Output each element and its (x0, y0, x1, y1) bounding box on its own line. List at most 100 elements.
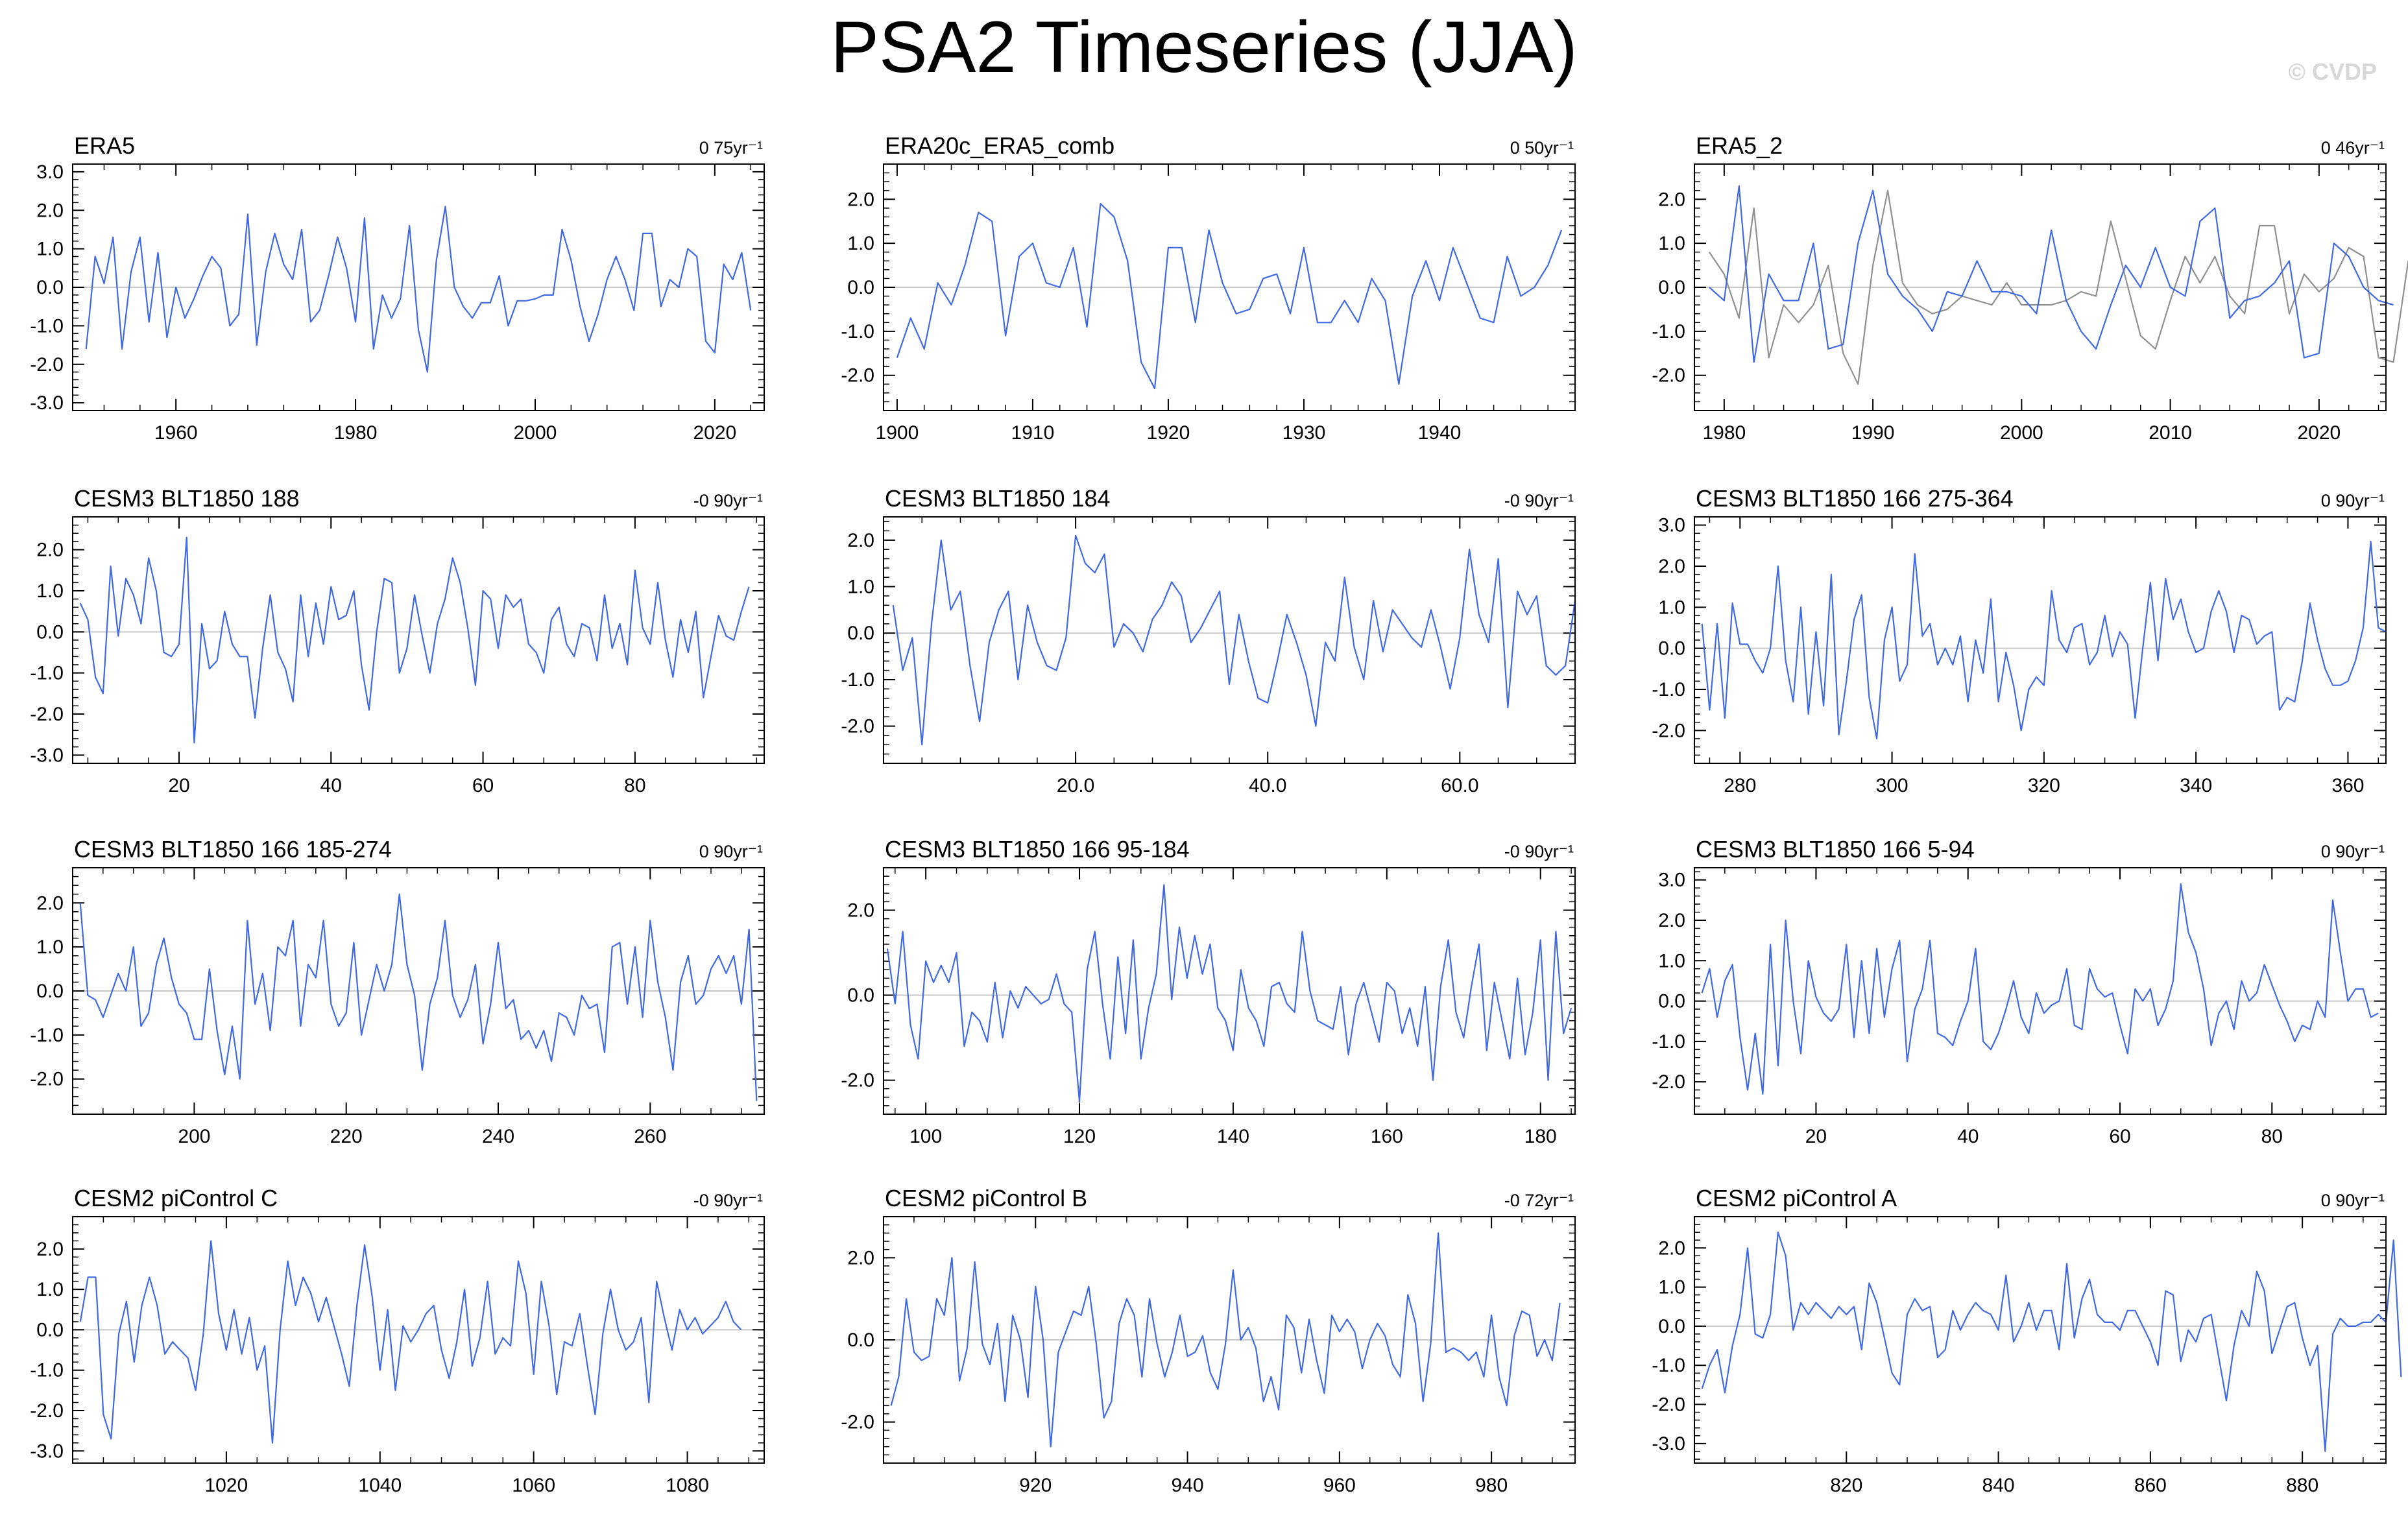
x-tick-label: 2020 (693, 422, 736, 444)
panel-title: CESM3 BLT1850 166 185-274 (74, 836, 392, 863)
series-line (892, 534, 1576, 746)
y-tick-label: -2.0 (841, 716, 874, 737)
series-line (886, 884, 1572, 1103)
y-tick-label: -1.0 (30, 663, 64, 684)
plot-frame (1694, 867, 2387, 1115)
trend-label: -0 72yr⁻¹ (1504, 1191, 1574, 1210)
y-tick-label: 2.0 (847, 1247, 874, 1269)
x-tick-label: 1930 (1282, 422, 1326, 444)
y-tick-label: 1.0 (847, 233, 874, 254)
y-tick-label: 1.0 (847, 577, 874, 598)
series-line (1709, 185, 2394, 363)
x-tick-label: 240 (482, 1126, 514, 1147)
series-line (79, 893, 758, 1101)
trend-label: -0 90yr⁻¹ (1504, 842, 1574, 861)
x-tick-label: 80 (624, 775, 645, 796)
x-tick-label: 160 (1371, 1126, 1403, 1147)
x-tick-label: 20 (168, 775, 189, 796)
x-tick-label: 2000 (514, 422, 557, 444)
y-tick-label: -2.0 (841, 1412, 874, 1433)
trend-label: 0 90yr⁻¹ (2321, 491, 2385, 510)
y-tick-label: 2.0 (36, 1239, 64, 1260)
trend-label: 0 50yr⁻¹ (1510, 138, 1574, 158)
y-tick-label: 0.0 (1658, 1316, 1685, 1337)
y-tick-label: 2.0 (847, 900, 874, 922)
x-tick-label: 60 (2109, 1126, 2130, 1147)
panel-title: CESM3 BLT1850 184 (885, 485, 1111, 512)
y-tick-label: -2.0 (841, 1070, 874, 1091)
trend-label: -0 90yr⁻¹ (1504, 491, 1574, 510)
y-tick-label: -2.0 (1652, 1071, 1685, 1093)
y-tick-label: 1.0 (1658, 950, 1685, 972)
x-tick-label: 920 (1019, 1475, 1052, 1496)
y-tick-label: 0.0 (1658, 277, 1685, 298)
y-tick-label: -1.0 (30, 1025, 64, 1046)
y-tick-label: 3.0 (36, 161, 64, 183)
panel-2: ERA20c_ERA5_comb 0 50yr⁻¹ 2.0 1.0 0.0 -1.0 -2.… (841, 132, 1576, 444)
x-tick-label: 20 (1805, 1126, 1827, 1147)
x-tick-label: 880 (2286, 1475, 2318, 1496)
y-tick-label: -3.0 (30, 392, 64, 414)
series-line (79, 536, 750, 744)
y-tick-label: 0.0 (1658, 991, 1685, 1012)
x-tick-label: 2020 (2297, 422, 2341, 444)
trend-label: 0 90yr⁻¹ (699, 842, 763, 861)
y-tick-label: -3.0 (30, 1440, 64, 1462)
trend-label: -0 90yr⁻¹ (693, 491, 763, 510)
x-tick-label: 180 (1524, 1126, 1557, 1147)
trend-label: 0 46yr⁻¹ (2321, 138, 2385, 158)
y-tick-label: -1.0 (841, 321, 874, 342)
x-tick-label: 820 (1830, 1475, 1862, 1496)
x-tick-label: 60.0 (1441, 775, 1478, 796)
x-tick-label: 1920 (1147, 422, 1190, 444)
x-tick-label: 40.0 (1249, 775, 1286, 796)
cvdp-watermark: © CVDP (2288, 58, 2377, 85)
y-tick-label: -2.0 (30, 704, 64, 725)
plot-frame (1694, 1216, 2387, 1464)
x-tick-label: 340 (2180, 775, 2212, 796)
x-tick-label: 1080 (666, 1475, 709, 1496)
plot-frame (72, 1216, 765, 1464)
y-tick-label: 0.0 (36, 621, 64, 643)
y-tick-label: 0.0 (847, 623, 874, 644)
y-tick-label: 1.0 (36, 580, 64, 602)
y-tick-label: -1.0 (1652, 1355, 1685, 1376)
plot-frame (883, 867, 1576, 1115)
panel-3: ERA5_2 0 46yr⁻¹ 2.0 1.0 0.0 -1.0 -2.0 1980 1990 2… (1652, 132, 2408, 444)
series-line (896, 203, 1563, 390)
x-tick-label: 840 (1982, 1475, 2015, 1496)
y-tick-label: 0.0 (847, 1329, 874, 1351)
trend-label: 0 75yr⁻¹ (699, 138, 763, 158)
y-tick-label: 1.0 (1658, 233, 1685, 254)
x-tick-label: 220 (330, 1126, 363, 1147)
trend-label: 0 90yr⁻¹ (2321, 1191, 2385, 1210)
x-tick-label: 20.0 (1057, 775, 1094, 796)
panel-6: CESM3 BLT1850 166 275-364 0 90yr⁻¹ 3.0 2.0 1… (1652, 485, 2387, 796)
panel-title: CESM3 BLT1850 166 95-184 (885, 836, 1190, 863)
y-tick-label: -2.0 (841, 365, 874, 387)
y-tick-label: -1.0 (1652, 679, 1685, 700)
y-tick-label: 0.0 (36, 981, 64, 1002)
panel-12: CESM2 piControl A 0 90yr⁻¹ 2.0 1.0 0.0 -1.0 -2… (1652, 1185, 2402, 1496)
y-tick-label: 1.0 (36, 1279, 64, 1300)
x-tick-label: 2010 (2149, 422, 2192, 444)
panel-8: CESM3 BLT1850 166 95-184 -0 90yr⁻¹ 2.0 0.0 -… (841, 836, 1576, 1147)
x-tick-label: 1900 (876, 422, 919, 444)
y-tick-label: 2.0 (847, 530, 874, 551)
x-tick-label: 300 (1876, 775, 1908, 796)
x-tick-label: 1980 (1702, 422, 1746, 444)
x-tick-label: 140 (1217, 1126, 1249, 1147)
y-tick-label: -1.0 (30, 1360, 64, 1381)
y-tick-label: -1.0 (1652, 321, 1685, 342)
y-tick-label: 2.0 (847, 189, 874, 210)
y-tick-label: 1.0 (1658, 1277, 1685, 1298)
plot-frame (883, 1216, 1576, 1464)
y-tick-label: 2.0 (1658, 556, 1685, 577)
y-tick-label: 3.0 (1658, 515, 1685, 536)
series-line (1701, 1231, 2402, 1452)
x-tick-label: 40 (1957, 1126, 1979, 1147)
x-tick-label: 100 (909, 1126, 942, 1147)
figure-title: PSA2 Timeseries (JJA) (830, 6, 1578, 88)
y-tick-label: -1.0 (30, 315, 64, 337)
